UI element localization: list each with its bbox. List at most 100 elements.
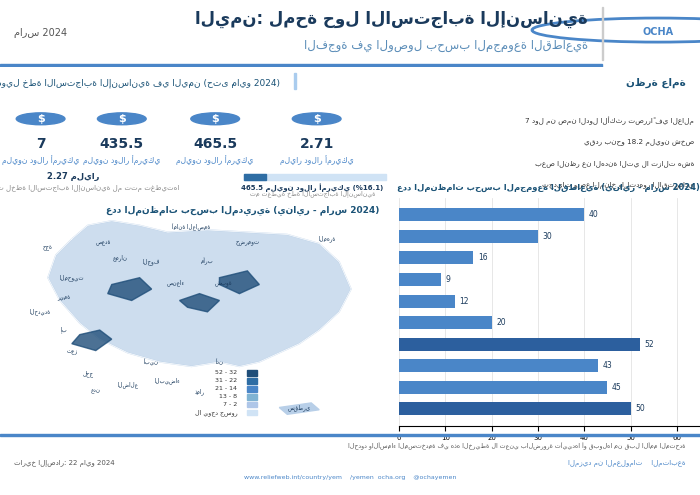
Bar <box>294 73 296 89</box>
Text: تم تغطية خطة الاستجابة الإنسانية: تم تغطية خطة الاستجابة الإنسانية <box>250 191 375 198</box>
Text: أدن: أدن <box>216 359 223 365</box>
Text: $: $ <box>211 114 219 124</box>
Bar <box>399 208 584 221</box>
Text: 7: 7 <box>36 137 46 150</box>
Text: 465.5 مليون دولار أمريكي (%16.1): 465.5 مليون دولار أمريكي (%16.1) <box>241 184 384 193</box>
Text: الحديدة: الحديدة <box>29 308 50 315</box>
Text: سقطرى: سقطرى <box>288 404 311 411</box>
Text: 50: 50 <box>635 404 645 413</box>
Bar <box>244 174 267 180</box>
Text: حجة: حجة <box>43 246 52 251</box>
Text: الحدود والأسماء المستخدمة في هذه الخريطة لا تعني بالضرورة تأييدها أو قبولها من ق: الحدود والأسماء المستخدمة في هذه الخريطة… <box>349 443 686 450</box>
Text: 52 - 32: 52 - 32 <box>216 370 237 375</box>
Text: البيضاء: البيضاء <box>155 377 181 384</box>
Text: 43: 43 <box>603 361 612 370</box>
Text: 2.27 مليار: 2.27 مليار <box>47 172 99 181</box>
Text: حضرموت: حضرموت <box>235 241 260 246</box>
Text: 21 - 14: 21 - 14 <box>216 386 237 392</box>
Text: متطلبات لخطة الاستجابة الإنسانية لم تتم تغطيتها: متطلبات لخطة الاستجابة الإنسانية لم تتم … <box>0 185 180 192</box>
Bar <box>244 174 386 180</box>
Text: مأرب: مأرب <box>201 258 214 265</box>
Text: الضالع: الضالع <box>117 381 138 388</box>
Text: الفجوة في الوصول بحسب المجموعة القطاعية: الفجوة في الوصول بحسب المجموعة القطاعية <box>304 39 588 52</box>
Text: OCHA: OCHA <box>643 27 673 37</box>
Polygon shape <box>279 403 319 414</box>
Text: مليون دولار أمريكي: مليون دولار أمريكي <box>2 155 79 165</box>
Polygon shape <box>72 330 112 350</box>
Text: تعز: تعز <box>66 350 78 355</box>
Text: إب: إب <box>60 327 67 334</box>
Text: $: $ <box>313 114 321 124</box>
Bar <box>247 394 258 399</box>
Text: الجوف: الجوف <box>143 258 160 265</box>
Bar <box>399 251 473 264</box>
Text: عدد المنظمات بحسب المجموعة القطاعية (يناير - مارس 2024): عدد المنظمات بحسب المجموعة القطاعية (ينا… <box>397 183 700 192</box>
Text: 13 - 8: 13 - 8 <box>219 395 237 399</box>
Bar <box>399 402 631 415</box>
Bar <box>399 316 491 329</box>
Text: 435.5: 435.5 <box>99 137 144 150</box>
Text: بعض النظر عن الهدنة التي لا تزالت هشة: بعض النظر عن الهدنة التي لا تزالت هشة <box>535 160 694 167</box>
Text: أبين: أبين <box>144 358 159 366</box>
Bar <box>0 64 602 67</box>
Bar <box>399 273 441 286</box>
Text: 9: 9 <box>445 275 450 284</box>
Text: المزيد من المعلومات    المتابعة: المزيد من المعلومات المتابعة <box>568 460 686 467</box>
Text: مليار دولار أمريكي: مليار دولار أمريكي <box>280 155 354 165</box>
Text: اليمن: لمحة حول الاستجابة الإنسانية: اليمن: لمحة حول الاستجابة الإنسانية <box>195 10 588 28</box>
Circle shape <box>191 113 239 125</box>
Text: نظرة عامة: نظرة عامة <box>626 78 686 88</box>
Circle shape <box>293 113 341 125</box>
Bar <box>247 402 258 407</box>
Text: لحج: لحج <box>83 370 93 377</box>
Text: 7 - 2: 7 - 2 <box>223 402 237 407</box>
Bar <box>247 370 258 376</box>
Polygon shape <box>179 294 220 312</box>
Text: مليون دولار أمريكي: مليون دولار أمريكي <box>83 155 160 165</box>
Bar <box>399 338 640 350</box>
Text: تاريخ الإصدار: 22 مايو 2024: تاريخ الإصدار: 22 مايو 2024 <box>14 460 115 467</box>
Text: المحويت: المحويت <box>60 274 84 281</box>
Polygon shape <box>108 278 152 300</box>
Bar <box>616 3 700 63</box>
Text: المهرة: المهرة <box>318 236 336 243</box>
Polygon shape <box>48 221 351 366</box>
Text: 20: 20 <box>496 318 506 327</box>
Text: ذمار: ذمار <box>195 388 204 395</box>
Circle shape <box>16 113 65 125</box>
Text: 2.71: 2.71 <box>300 137 334 150</box>
Text: $: $ <box>36 114 45 124</box>
Text: تحديات وضع المناخ والتدهور الاقتصادي: تحديات وضع المناخ والتدهور الاقتصادي <box>542 182 694 189</box>
Text: شبوة: شبوة <box>215 282 232 287</box>
Text: 52: 52 <box>645 340 654 348</box>
Bar <box>399 381 608 394</box>
Bar <box>399 359 598 372</box>
Bar <box>0 434 700 436</box>
Bar <box>247 386 258 392</box>
Text: يقدر بنحو 18.2 مليون شخص: يقدر بنحو 18.2 مليون شخص <box>584 139 694 146</box>
Text: 31 - 22: 31 - 22 <box>216 378 237 383</box>
Text: ريمة: ريمة <box>57 296 71 301</box>
Text: 16: 16 <box>477 253 487 262</box>
Bar <box>602 6 603 60</box>
Text: مارس 2024: مارس 2024 <box>14 28 67 39</box>
Text: 40: 40 <box>589 210 598 219</box>
Text: 7 دول من ضمن الدول الأكثر تضرراً في العالم: 7 دول من ضمن الدول الأكثر تضرراً في العا… <box>525 117 694 126</box>
Text: صنعاء: صنعاء <box>167 279 185 286</box>
Text: لا يوجد جسور: لا يوجد جسور <box>195 409 237 416</box>
Text: 45: 45 <box>612 383 622 392</box>
Text: صعدة: صعدة <box>96 241 111 247</box>
Text: عدن: عدن <box>91 389 101 394</box>
Text: 465.5: 465.5 <box>193 137 237 150</box>
Bar <box>399 230 538 243</box>
Text: مليون دولار أمريكي: مليون دولار أمريكي <box>176 155 254 165</box>
Text: $: $ <box>118 114 126 124</box>
Text: www.reliefweb.int/country/yem    /yemen  ocha.org    @ochayemen: www.reliefweb.int/country/yem /yemen och… <box>244 475 456 480</box>
Text: عمران: عمران <box>112 254 127 260</box>
Bar <box>399 295 454 307</box>
Bar <box>247 410 258 415</box>
Polygon shape <box>220 271 259 294</box>
Bar <box>247 378 258 384</box>
Text: عدد المنظمات بحسب المديرية (يناير - مارس 2024): عدد المنظمات بحسب المديرية (يناير - مارس… <box>106 205 379 215</box>
Text: 12: 12 <box>459 297 469 305</box>
